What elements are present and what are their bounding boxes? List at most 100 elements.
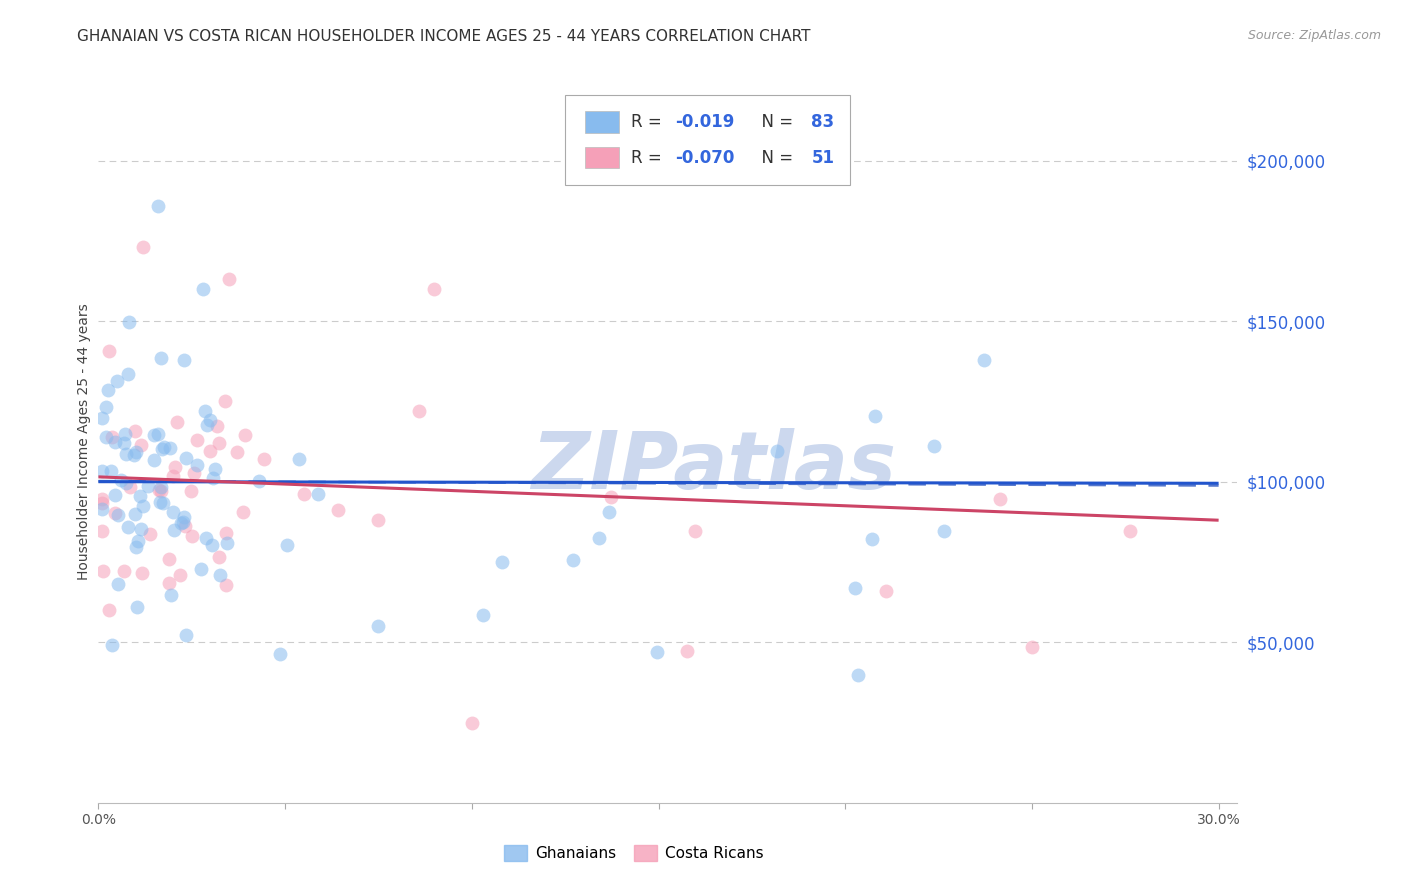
Point: [204, 462, 226, 476]
Point: [127, 534, 149, 549]
Point: [194, 403, 217, 417]
Point: [105, 374, 128, 388]
Point: [208, 567, 231, 582]
Point: [118, 480, 141, 494]
Point: [94, 400, 117, 414]
Point: [115, 475, 138, 490]
Point: [128, 489, 150, 503]
Point: [200, 537, 222, 551]
Point: [162, 505, 184, 519]
Point: [114, 426, 136, 441]
Point: [103, 507, 125, 521]
Point: [157, 552, 180, 566]
Point: [307, 487, 329, 501]
Point: [932, 524, 955, 539]
Point: [676, 644, 699, 658]
Point: [186, 434, 208, 448]
Point: [924, 439, 946, 453]
Point: [367, 513, 389, 527]
Point: [215, 535, 238, 549]
Point: [423, 282, 446, 296]
Point: [139, 526, 162, 541]
Point: [125, 540, 148, 554]
Point: [143, 428, 166, 442]
Text: R =: R =: [631, 113, 668, 131]
Point: [198, 443, 221, 458]
Point: [169, 567, 191, 582]
Point: [846, 668, 869, 682]
Point: [129, 438, 152, 452]
Point: [191, 282, 214, 296]
Text: 83: 83: [811, 113, 835, 131]
Point: [226, 445, 249, 459]
Point: [288, 452, 311, 467]
Point: [118, 315, 141, 329]
Point: [183, 466, 205, 480]
Point: [408, 404, 430, 418]
Point: [94, 430, 117, 444]
Point: [247, 474, 270, 488]
Point: [150, 351, 173, 366]
Text: R =: R =: [631, 149, 668, 167]
Point: [152, 496, 174, 510]
Point: [253, 452, 276, 467]
FancyBboxPatch shape: [585, 112, 619, 133]
Point: [174, 451, 197, 466]
Point: [208, 550, 231, 565]
Point: [173, 353, 195, 368]
Point: [125, 445, 148, 459]
Point: [149, 495, 172, 509]
Point: [600, 490, 623, 504]
Point: [202, 470, 225, 484]
Point: [207, 418, 229, 433]
Point: [131, 499, 153, 513]
Point: [163, 459, 186, 474]
Point: [294, 487, 316, 501]
Point: [91, 491, 114, 506]
FancyBboxPatch shape: [565, 95, 851, 185]
Text: ZIPatlas: ZIPatlas: [531, 428, 896, 506]
Point: [180, 529, 202, 543]
Point: [91, 524, 114, 538]
Point: [988, 491, 1011, 506]
Point: [107, 508, 129, 522]
Point: [100, 464, 122, 478]
Point: [194, 531, 217, 545]
Text: GHANAIAN VS COSTA RICAN HOUSEHOLDER INCOME AGES 25 - 44 YEARS CORRELATION CHART: GHANAIAN VS COSTA RICAN HOUSEHOLDER INCO…: [77, 29, 811, 44]
Point: [844, 581, 866, 595]
Point: [122, 448, 145, 462]
Point: [132, 240, 155, 254]
Point: [176, 628, 198, 642]
Text: N =: N =: [751, 113, 799, 131]
Point: [131, 566, 153, 581]
Point: [472, 607, 495, 622]
Point: [860, 532, 883, 546]
Point: [112, 564, 135, 578]
Point: [163, 523, 186, 537]
Point: [173, 510, 195, 524]
Point: [588, 532, 610, 546]
Point: [91, 502, 114, 516]
Point: [865, 409, 887, 423]
Point: [91, 496, 114, 510]
Point: [150, 442, 173, 456]
Point: [875, 583, 897, 598]
Point: [97, 343, 120, 358]
Point: [276, 538, 298, 552]
Point: [683, 524, 706, 539]
Point: [117, 520, 139, 534]
Point: [491, 555, 513, 569]
Point: [159, 442, 181, 456]
Point: [124, 507, 146, 521]
Point: [127, 600, 149, 615]
Point: [180, 484, 202, 499]
Point: [190, 562, 212, 576]
Point: [1119, 524, 1142, 538]
Point: [97, 383, 120, 397]
Point: [148, 427, 170, 442]
Text: -0.070: -0.070: [675, 149, 734, 167]
Point: [131, 522, 153, 536]
Point: [91, 411, 114, 425]
Point: [215, 578, 238, 592]
Point: [149, 480, 172, 494]
